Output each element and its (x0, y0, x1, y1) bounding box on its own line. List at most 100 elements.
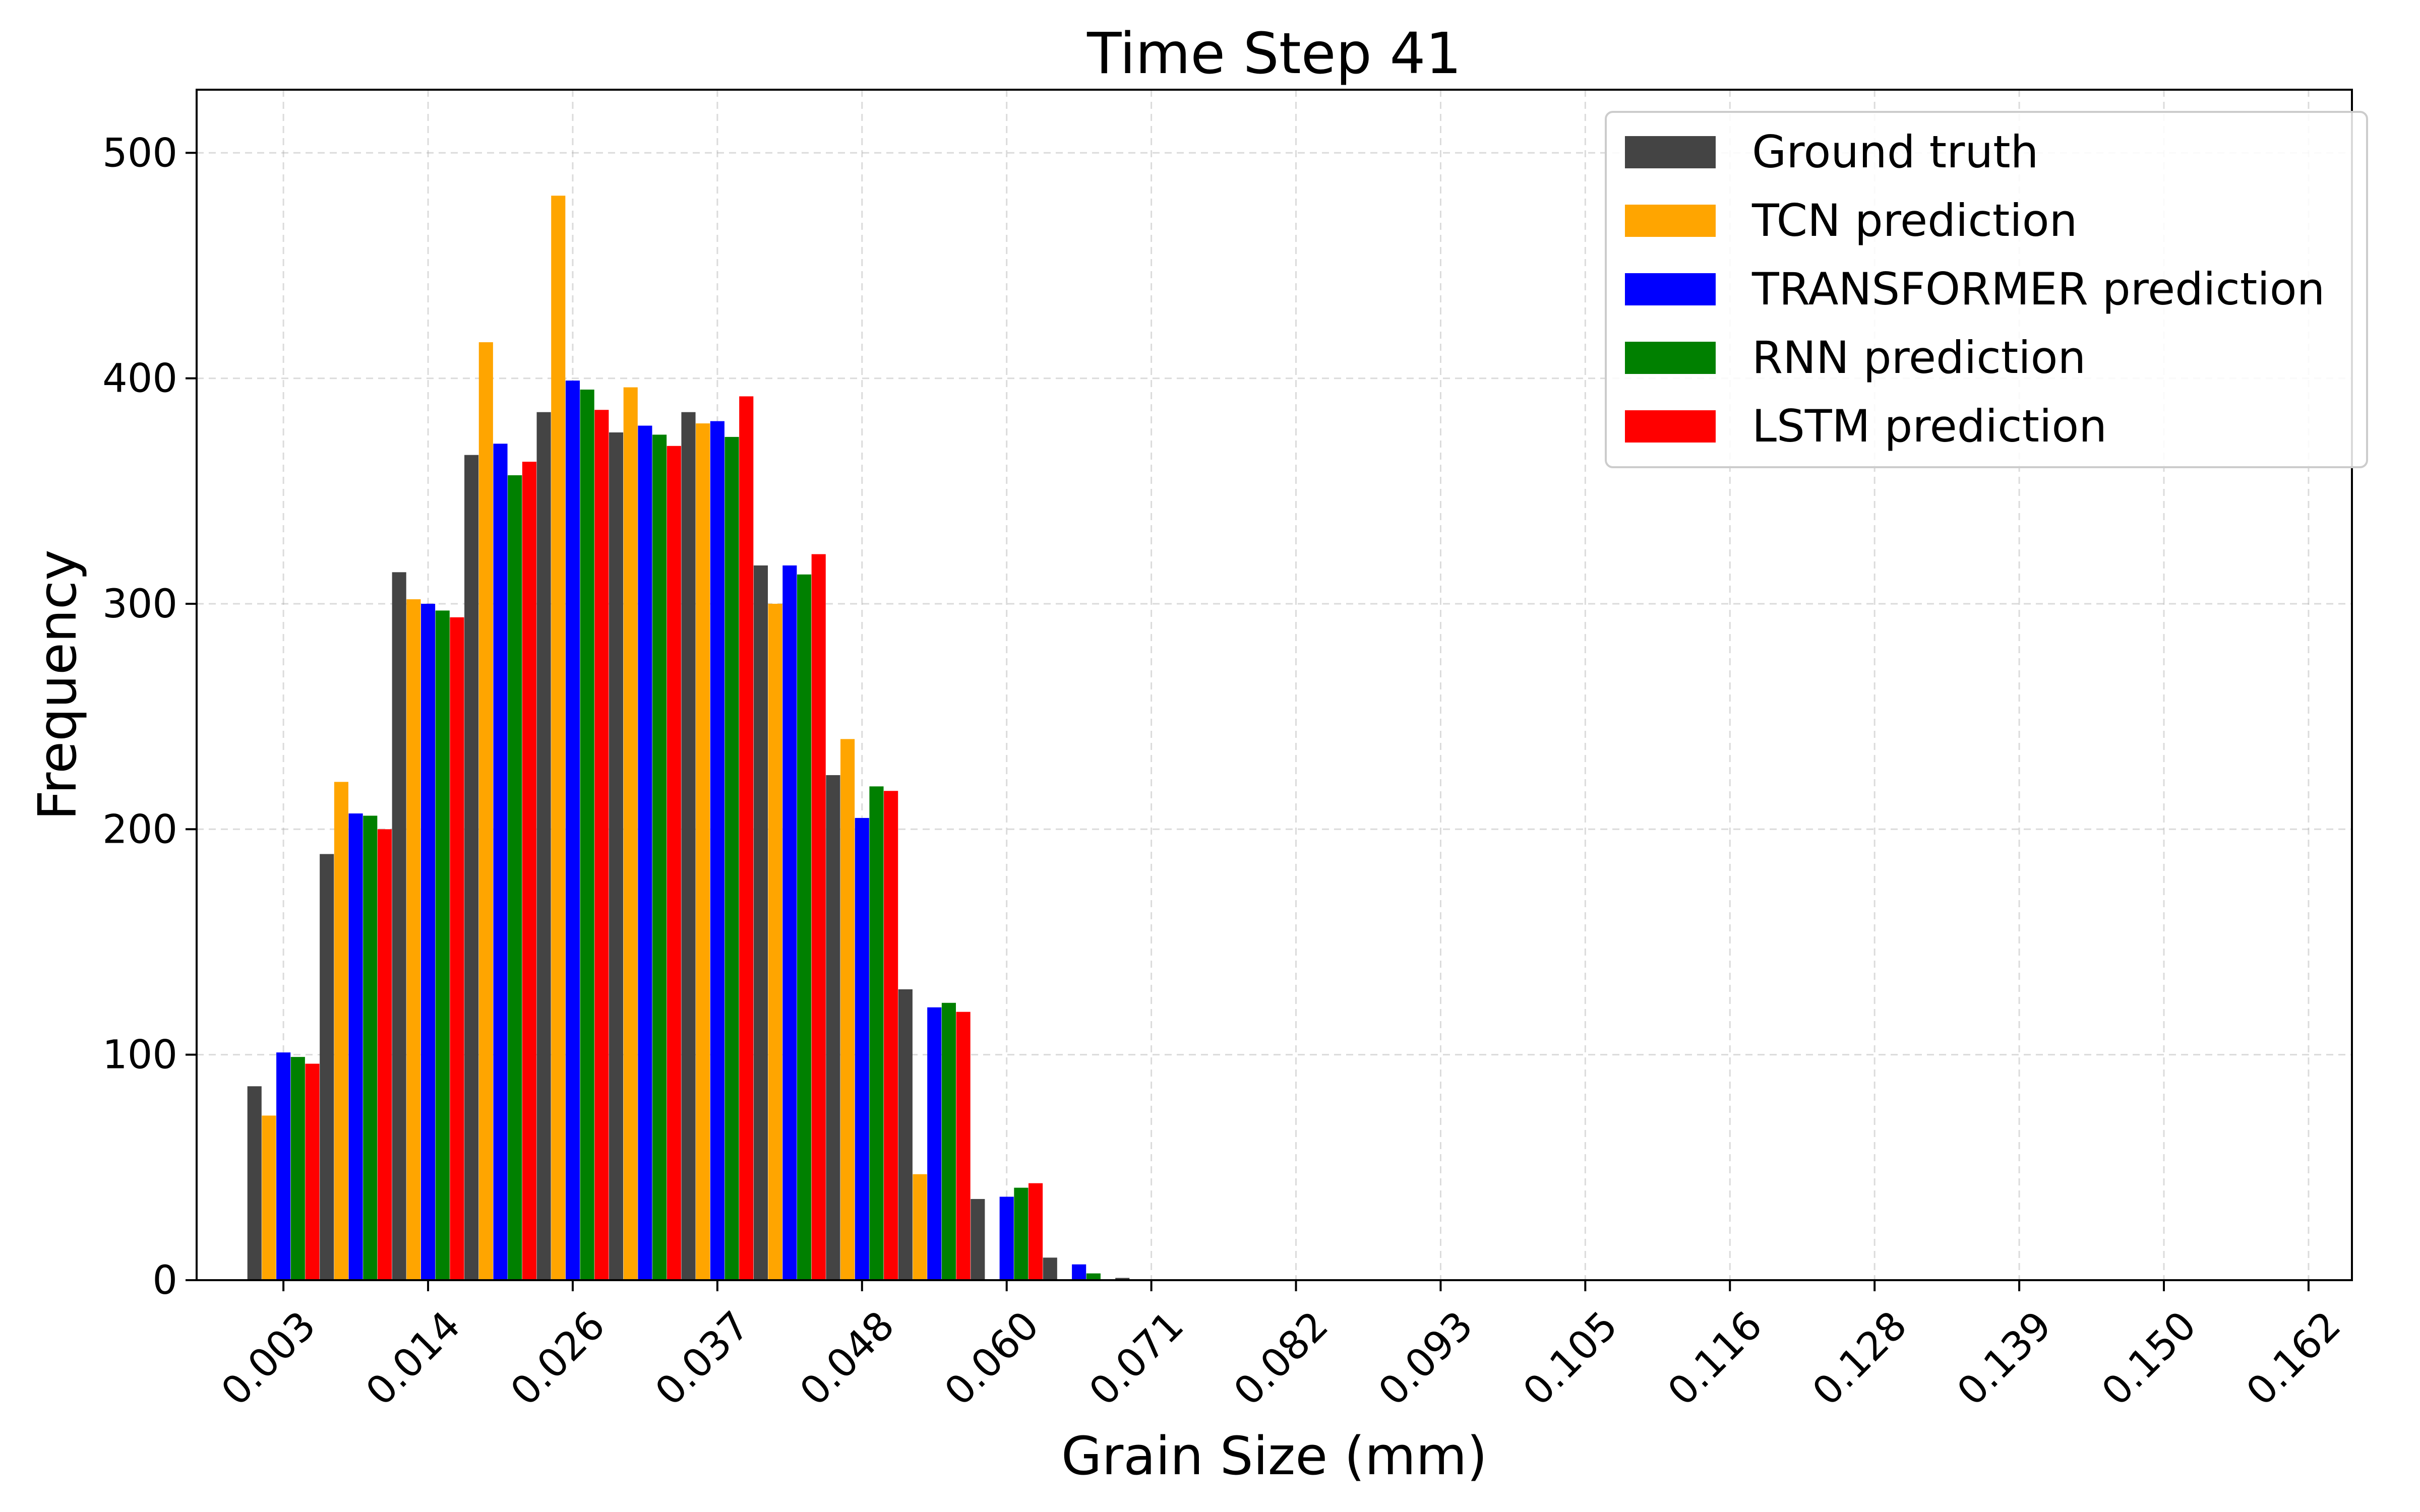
bar-3-10 (1014, 1187, 1028, 1280)
x-tick-label-13: 0.150 (2093, 1303, 2205, 1415)
bar-3-5 (652, 434, 667, 1281)
bar-1-7 (768, 603, 782, 1280)
bar-0-3 (464, 455, 479, 1280)
bar-0-7 (753, 565, 768, 1280)
bar-0-4 (536, 412, 551, 1281)
bar-2-9 (927, 1007, 942, 1280)
y-tick-label-3: 300 (102, 582, 177, 627)
legend-label-1: TCN prediction (1751, 195, 2077, 246)
bar-1-2 (406, 599, 421, 1280)
bar-4-2 (450, 617, 464, 1280)
bar-3-8 (869, 786, 884, 1280)
bar-0-5 (609, 432, 624, 1280)
bar-2-4 (565, 381, 580, 1280)
bar-1-3 (478, 342, 493, 1280)
legend-swatch-3 (1625, 342, 1716, 374)
bar-4-3 (522, 462, 536, 1280)
x-axis: 0.003 0.014 0.026 0.037 0.048 0.060 0.071 0.082… (213, 1280, 2350, 1415)
y-axis-label: Frequency (27, 549, 88, 820)
x-tick-label-4: 0.048 (792, 1303, 903, 1415)
plot-frame (196, 89, 2353, 1281)
x-tick-label-0: 0.003 (213, 1303, 325, 1415)
y-tick-label-0: 0 (152, 1258, 177, 1303)
x-tick-label-3: 0.037 (647, 1303, 759, 1415)
bar-0-11 (1043, 1257, 1057, 1280)
bar-0-2 (392, 572, 406, 1280)
legend-swatch-4 (1625, 410, 1716, 443)
bar-0-10 (971, 1199, 985, 1280)
bar-3-4 (580, 389, 594, 1280)
x-axis-label: Grain Size (mm) (1061, 1425, 1487, 1487)
bar-2-0 (276, 1052, 291, 1280)
x-tick-label-7: 0.082 (1226, 1303, 1338, 1415)
bar-2-2 (421, 603, 436, 1280)
bar-0-0 (247, 1086, 262, 1280)
bar-0-12 (1115, 1278, 1130, 1280)
bar-3-6 (724, 436, 739, 1280)
bar-4-1 (377, 829, 392, 1280)
legend-box (1605, 111, 2368, 468)
legend-label-4: LSTM prediction (1752, 400, 2107, 452)
bar-4-7 (811, 554, 826, 1280)
bar-1-6 (696, 423, 710, 1281)
chart-title: Time Step 41 (1086, 21, 1462, 87)
bar-4-4 (594, 410, 609, 1280)
bar-1-1 (334, 782, 348, 1280)
bar-1-9 (913, 1174, 927, 1280)
bar-4-9 (956, 1012, 971, 1280)
x-tick-label-6: 0.071 (1081, 1303, 1193, 1415)
bar-3-7 (797, 574, 812, 1280)
legend-label-3: RNN prediction (1752, 332, 2086, 384)
bar-3-11 (1086, 1273, 1101, 1280)
bar-1-4 (551, 196, 566, 1280)
bar-2-5 (638, 425, 652, 1280)
bar-2-10 (999, 1196, 1014, 1280)
bar-1-8 (840, 739, 855, 1280)
bar-0-6 (681, 412, 696, 1281)
y-tick-label-4: 400 (102, 356, 177, 402)
y-tick-label-5: 500 (102, 131, 177, 176)
bar-3-9 (941, 1002, 956, 1280)
bar-4-0 (305, 1063, 320, 1280)
bar-1-5 (623, 387, 638, 1280)
x-tick-label-10: 0.116 (1659, 1303, 1771, 1415)
bar-4-8 (884, 791, 898, 1280)
bars (247, 196, 1130, 1281)
bar-3-1 (363, 815, 378, 1280)
bar-3-0 (290, 1057, 305, 1280)
y-tick-label-2: 200 (102, 807, 177, 852)
bar-0-1 (320, 854, 334, 1280)
bar-0-9 (898, 989, 913, 1280)
bar-2-11 (1072, 1264, 1086, 1280)
y-tick-label-1: 100 (102, 1033, 177, 1078)
x-tick-label-9: 0.105 (1515, 1303, 1626, 1415)
bar-1-0 (262, 1115, 276, 1280)
x-tick-label-8: 0.093 (1370, 1303, 1482, 1415)
legend-label-2: TRANSFORMER prediction (1751, 263, 2325, 315)
legend-swatch-0 (1625, 136, 1716, 168)
legend-swatch-2 (1625, 273, 1716, 305)
bar-4-5 (667, 446, 681, 1281)
bar-2-3 (493, 444, 508, 1280)
bar-3-2 (435, 610, 450, 1280)
x-tick-label-1: 0.014 (357, 1303, 469, 1415)
x-tick-label-5: 0.060 (936, 1303, 1048, 1415)
x-tick-label-14: 0.162 (2238, 1303, 2350, 1415)
y-axis: 0 100 200 300 400 500 (102, 131, 197, 1303)
x-tick-label-12: 0.139 (1949, 1303, 2061, 1415)
x-tick-label-11: 0.128 (1804, 1303, 1916, 1415)
x-tick-label-2: 0.026 (502, 1303, 614, 1415)
legend: Ground truth TCN prediction TRANSFORMER pr… (1605, 111, 2368, 468)
bar-2-1 (348, 813, 363, 1280)
legend-label-0: Ground truth (1752, 126, 2038, 178)
legend-swatch-1 (1625, 205, 1716, 237)
grid (197, 90, 2352, 1281)
bar-2-6 (710, 421, 724, 1280)
bar-3-3 (508, 475, 522, 1281)
bar-2-8 (855, 817, 869, 1280)
bar-4-10 (1028, 1183, 1043, 1280)
bar-0-8 (826, 775, 840, 1280)
bar-2-7 (782, 565, 797, 1280)
bar-4-6 (739, 396, 754, 1280)
